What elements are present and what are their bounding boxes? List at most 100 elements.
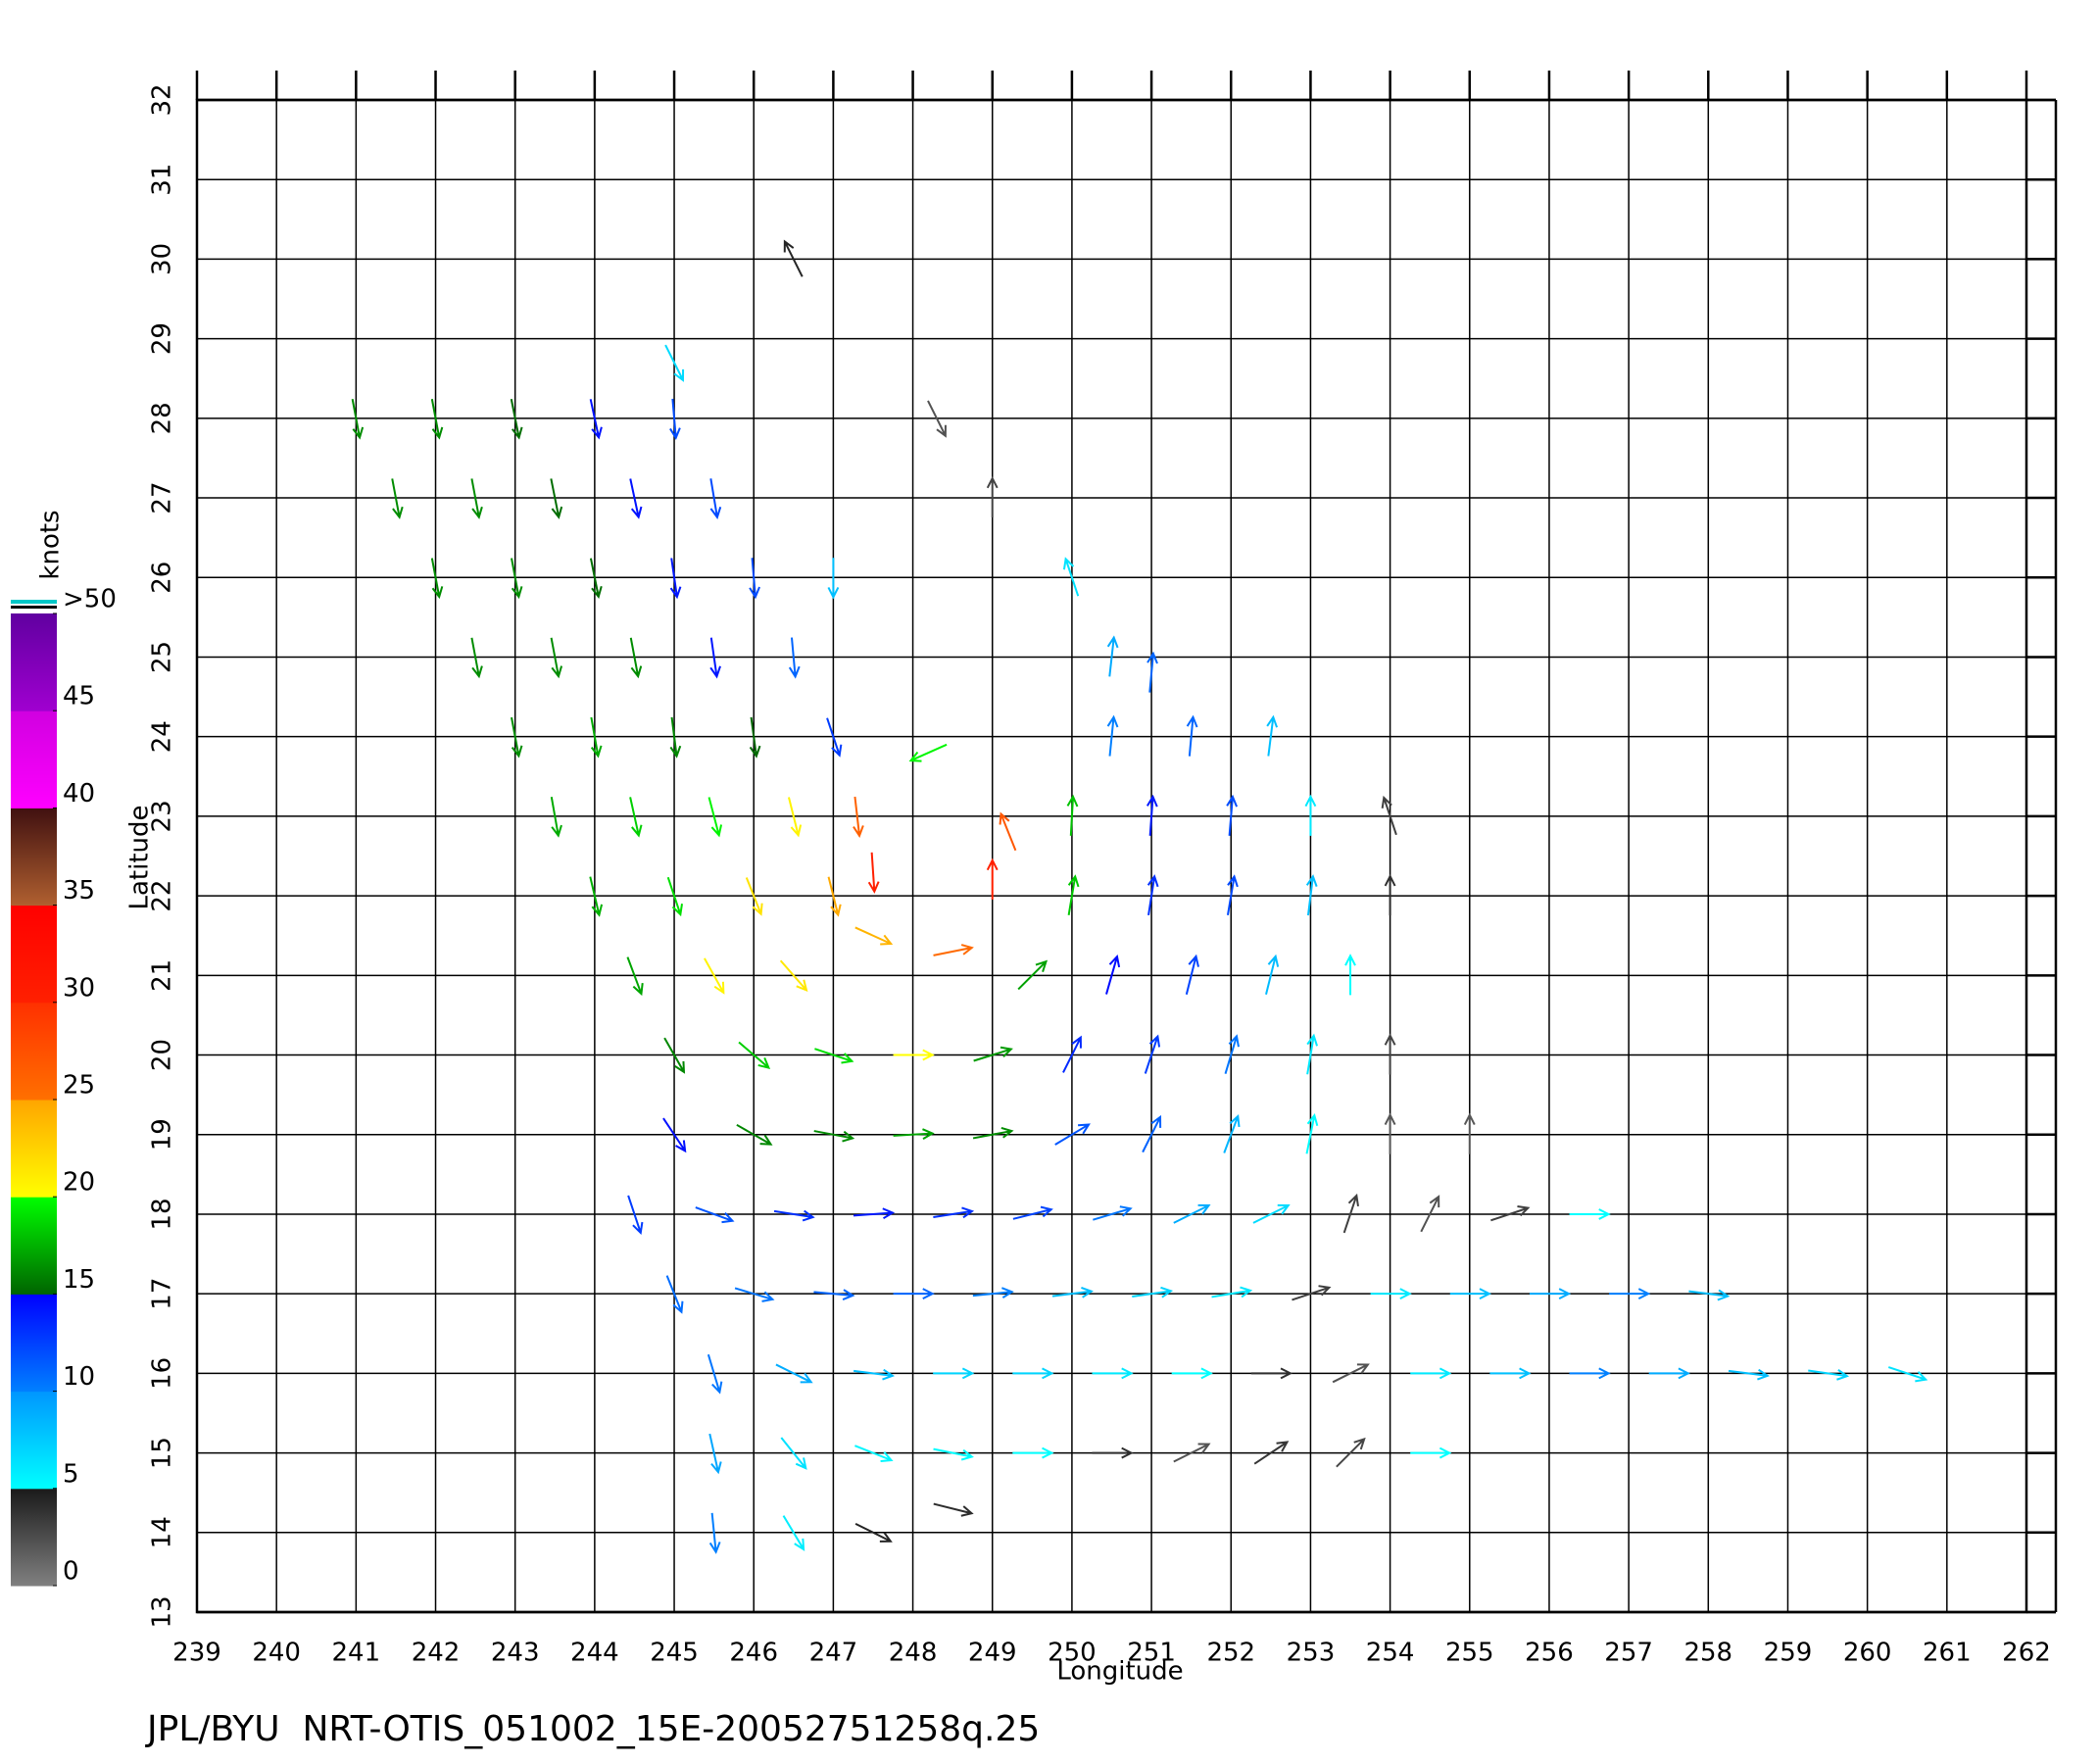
wind-vector	[986, 858, 999, 900]
x-tick-label: 260	[1843, 1639, 1892, 1668]
x-axis-label: Longitude	[1056, 1657, 1183, 1687]
wind-vector	[1410, 1367, 1452, 1380]
wind-vector	[1381, 795, 1397, 836]
wind-vector	[1226, 794, 1239, 836]
wind-vector	[827, 558, 840, 600]
x-tick-label: 262	[2002, 1639, 2051, 1668]
colorbar-label: 0	[63, 1557, 79, 1587]
wind-vector	[738, 1041, 771, 1069]
wind-vector	[986, 475, 999, 518]
wind-vector	[854, 1522, 893, 1543]
wind-vector	[734, 1287, 775, 1302]
wind-vector	[391, 478, 404, 519]
wind-vector	[1062, 1035, 1082, 1073]
x-tick-label: 246	[729, 1639, 778, 1668]
wind-vector	[1305, 874, 1318, 916]
wind-vector	[470, 637, 483, 679]
wind-vector	[550, 478, 563, 519]
colorbar-label: 35	[63, 876, 95, 906]
wind-vector	[1173, 1443, 1211, 1463]
wind-vector	[1420, 1195, 1440, 1233]
wind-vector	[1092, 1367, 1134, 1380]
wind-vector	[1012, 1205, 1053, 1220]
colorbar-segment	[11, 905, 57, 1004]
x-tick-label: 252	[1206, 1639, 1255, 1668]
wind-vector	[854, 1445, 894, 1462]
colorbar-cap	[11, 606, 57, 609]
wind-vector	[430, 399, 444, 440]
x-tick-label: 245	[650, 1639, 699, 1668]
wind-vector	[1146, 874, 1159, 916]
x-tick-label: 256	[1525, 1639, 1574, 1668]
wind-vector	[1569, 1367, 1611, 1380]
colorbar-segment	[11, 1197, 57, 1295]
y-tick-label: 19	[148, 1118, 177, 1151]
wind-vector	[1142, 1114, 1162, 1153]
wind-vector	[813, 1289, 855, 1300]
wind-vector	[1223, 1113, 1241, 1153]
wind-vector	[1054, 1123, 1091, 1146]
footer: JPL/BYU NRT-OTIS_051002_15E-20052751258q…	[145, 1709, 1040, 1749]
x-tick-label: 240	[252, 1639, 301, 1668]
wind-vector	[1092, 1446, 1134, 1459]
x-tick-label: 258	[1683, 1639, 1732, 1668]
wind-vector	[788, 637, 801, 679]
y-tick-label: 30	[148, 243, 177, 275]
x-tick-label: 259	[1764, 1639, 1813, 1668]
wind-vector	[1887, 1366, 1928, 1383]
colorbar-title: knots	[36, 510, 66, 579]
wind-vector	[1106, 635, 1119, 677]
wind-vector	[669, 558, 682, 600]
wind-vector	[1017, 959, 1048, 991]
wind-vector	[707, 797, 723, 838]
wind-vector	[666, 876, 683, 917]
wind-vector	[1252, 1203, 1291, 1224]
wind-vector	[1384, 873, 1396, 916]
wind-vector	[695, 1206, 735, 1224]
y-tick-label: 25	[148, 641, 177, 673]
colorbar-segment	[11, 1488, 57, 1587]
colorbar-segment	[11, 710, 57, 808]
wind-vector	[1186, 714, 1198, 757]
y-tick-label: 23	[148, 800, 177, 832]
wind-vector	[1051, 1286, 1094, 1298]
wind-vector	[814, 1048, 854, 1064]
wind-vector	[933, 1447, 974, 1461]
colorbar-label: >50	[63, 585, 117, 614]
colorbar-label: 20	[63, 1168, 95, 1198]
wind-vector	[853, 1207, 896, 1220]
wind-vector	[589, 558, 603, 600]
wind-vector	[1093, 1205, 1133, 1221]
y-tick-label: 28	[148, 402, 177, 434]
x-tick-label: 251	[1127, 1639, 1176, 1668]
y-tick-label: 24	[148, 720, 177, 753]
wind-vector	[972, 1126, 1014, 1140]
wind-vector	[933, 1206, 975, 1219]
wind-vector	[1529, 1288, 1572, 1300]
colorbar-segment	[11, 1391, 57, 1490]
wind-vector	[708, 1512, 721, 1554]
wind-vector	[550, 637, 563, 679]
wind-vector	[1489, 1367, 1532, 1380]
wind-vector	[813, 1130, 855, 1143]
colorbar-label: 10	[63, 1362, 95, 1392]
x-tick-label: 241	[332, 1639, 381, 1668]
wind-vector	[1144, 1034, 1161, 1074]
wind-vector	[351, 399, 365, 440]
wind-vector	[1062, 557, 1080, 597]
wind-vector	[787, 797, 803, 838]
y-tick-label: 15	[148, 1437, 177, 1469]
x-tick-label: 254	[1366, 1639, 1415, 1668]
colorbar-cap	[11, 600, 57, 604]
wind-vector	[511, 558, 523, 600]
x-tick-label: 247	[809, 1639, 858, 1668]
wind-vector	[853, 796, 864, 838]
wind-vector	[1253, 1441, 1290, 1465]
wind-vector	[1250, 1367, 1293, 1380]
wind-vector	[1609, 1288, 1651, 1300]
wind-vector	[893, 1288, 935, 1300]
wind-vector	[1728, 1368, 1770, 1381]
wind-vector	[1490, 1204, 1531, 1222]
wind-vector	[707, 1353, 723, 1395]
